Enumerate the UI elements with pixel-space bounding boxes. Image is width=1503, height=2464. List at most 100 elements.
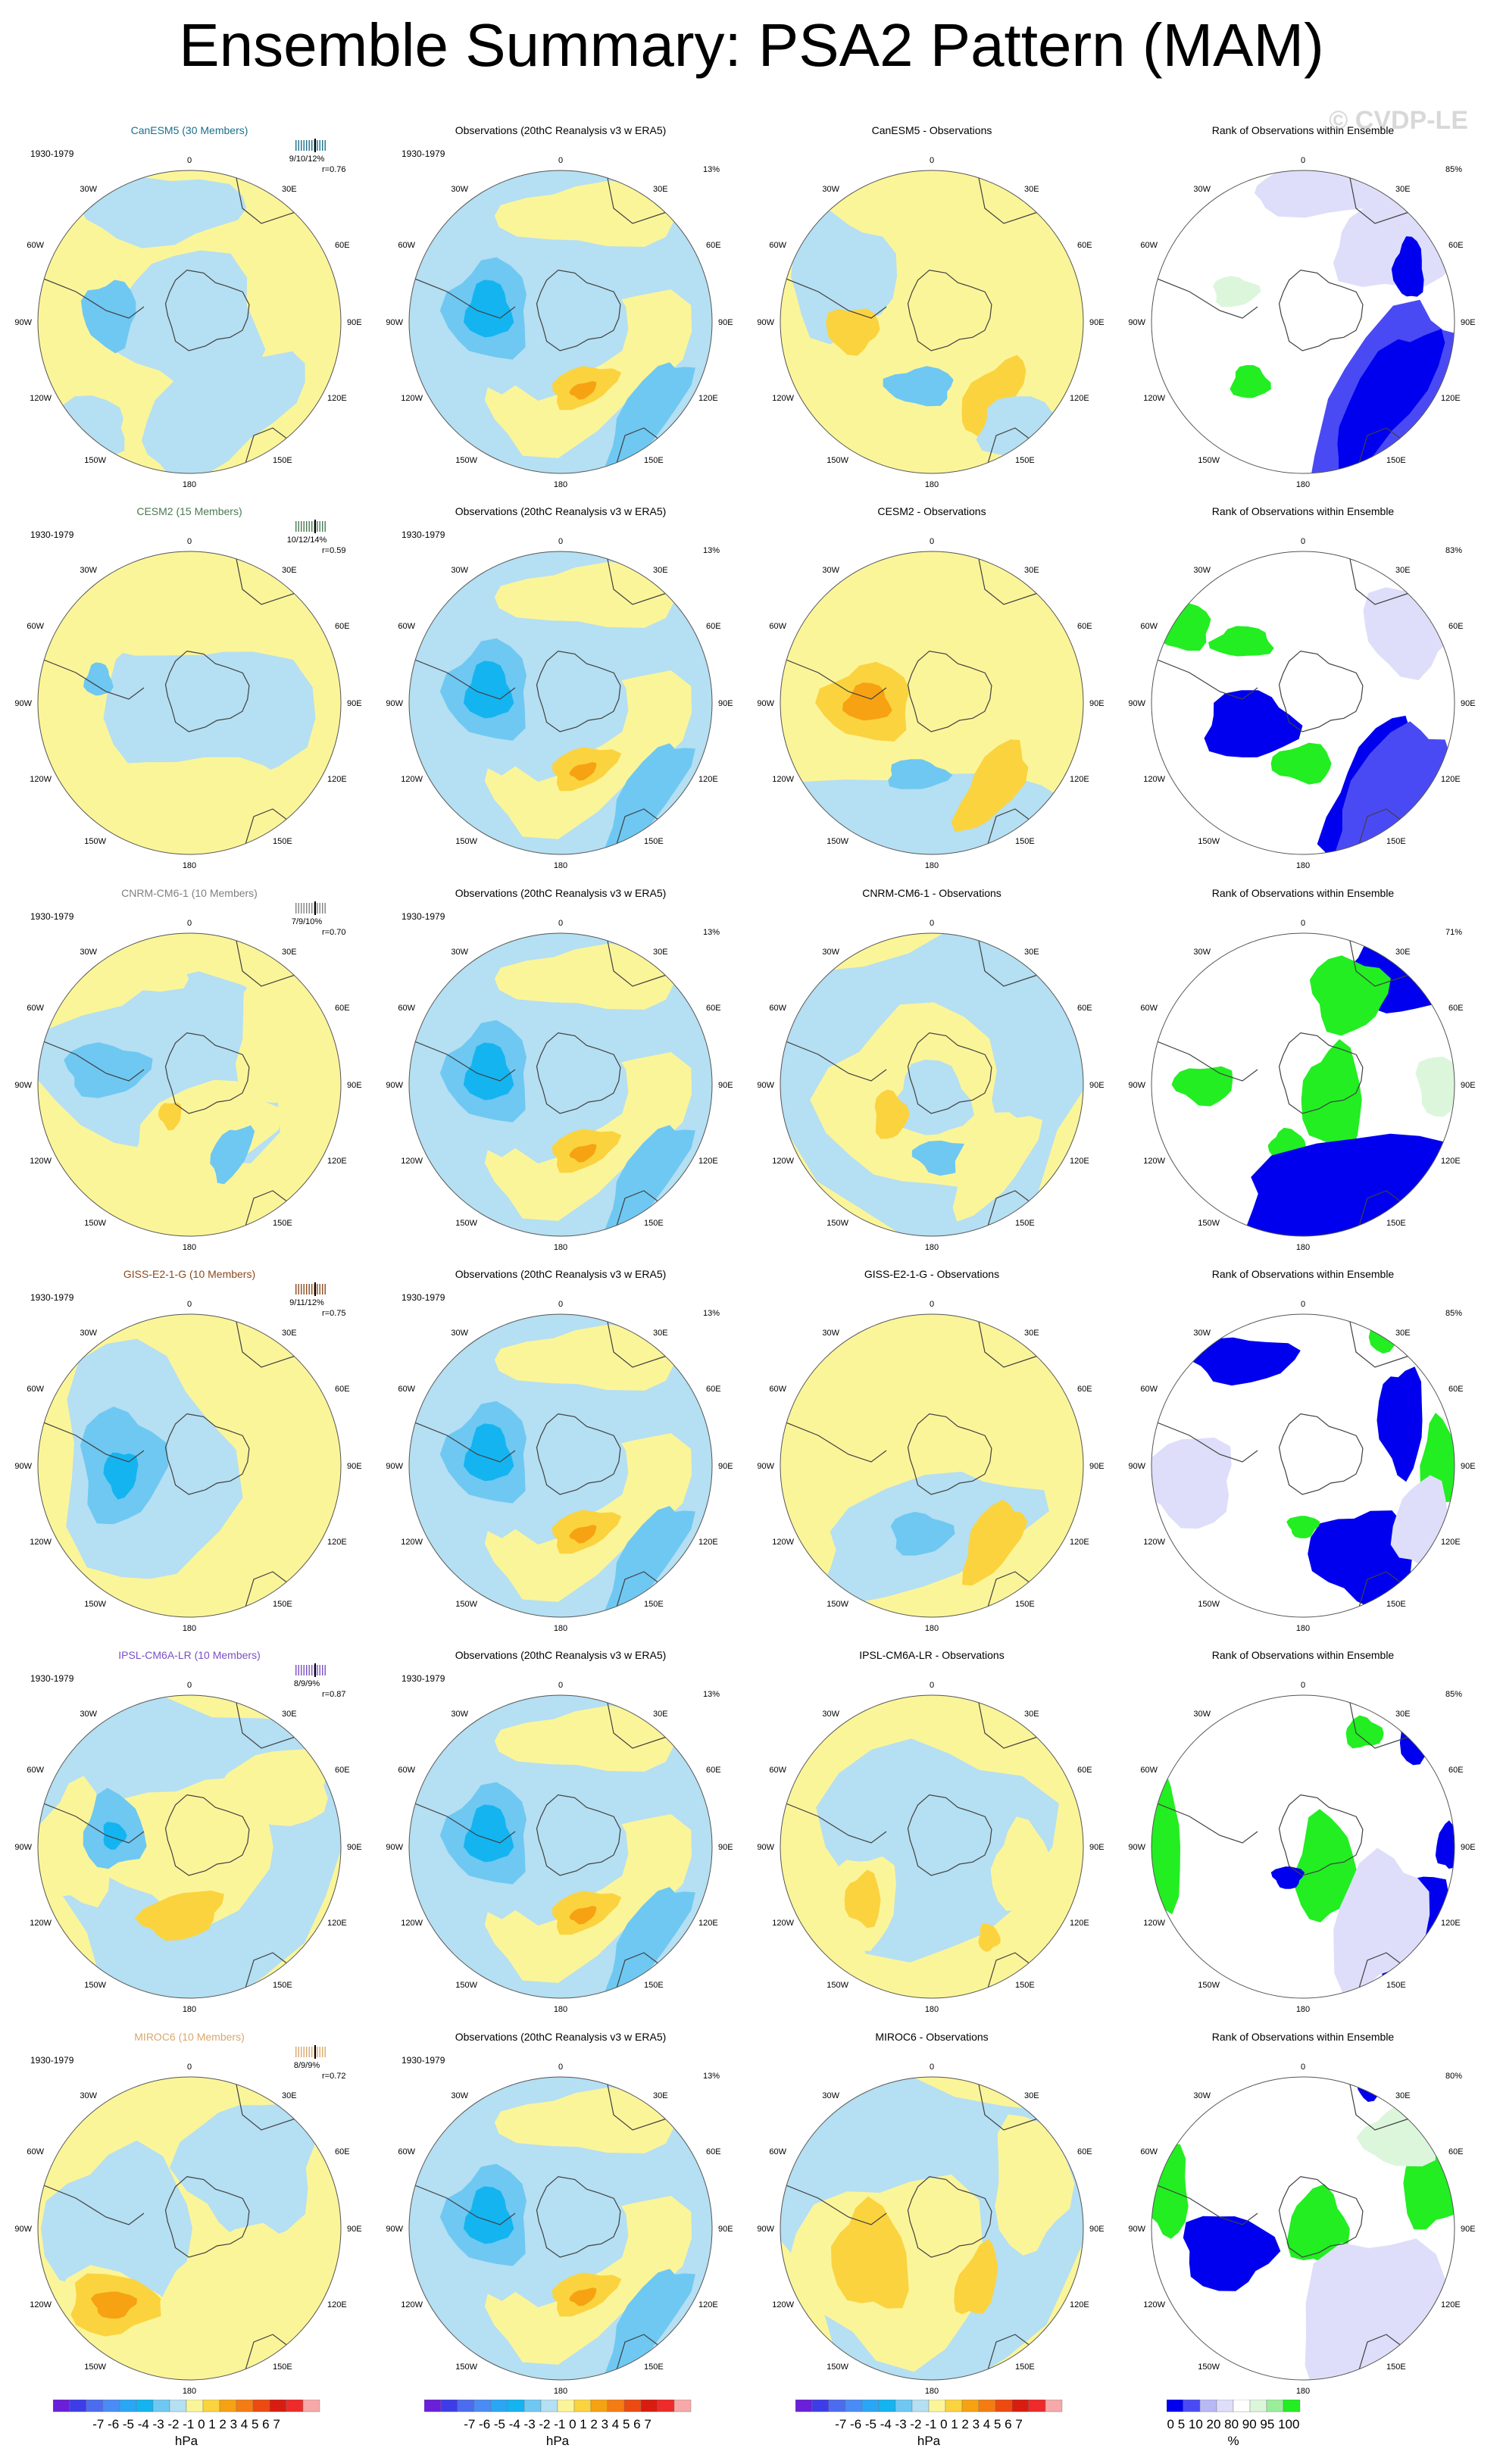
lon-label-w: 90W — [757, 318, 774, 327]
lon-label-n: 0 — [930, 156, 934, 165]
contour-region-neg2 — [890, 1511, 955, 1556]
watermark: © CVDP-LE — [1329, 106, 1468, 135]
model-pattern-panel: CanESM5 (30 Members) 1930-1979 9/10/12% r=0… — [14, 117, 364, 500]
lon-label-e: 90E — [1089, 2225, 1105, 2234]
lon-label-wsw: 120W — [1143, 2300, 1165, 2309]
lon-label-sse: 150E — [273, 456, 292, 465]
colorbar-swatch — [507, 2399, 525, 2412]
africa-coastline — [234, 170, 296, 224]
colorbar-swatch — [473, 2399, 492, 2412]
contour-region-pos1 — [160, 2222, 311, 2319]
south-america-coastline — [1151, 2182, 1258, 2225]
contour-region-rank_lightblue — [1333, 194, 1455, 287]
lon-label-nne: 30E — [1024, 1329, 1039, 1338]
contour-region-neg3 — [463, 2186, 514, 2244]
map-border — [37, 2076, 342, 2381]
lon-label-wsw: 120W — [772, 1919, 794, 1928]
lon-label-ene: 60E — [1448, 2147, 1464, 2156]
contour-region-neg2 — [883, 366, 954, 407]
pc-variance-stats: 10/12/14% — [287, 536, 327, 545]
lon-label-nne: 30E — [653, 1329, 668, 1338]
period-label: 1930-1979 — [30, 911, 74, 922]
lon-label-wnw: 60W — [398, 1004, 415, 1013]
south-america-coastline — [409, 276, 516, 319]
lon-label-s: 180 — [554, 861, 567, 870]
lon-label-ese: 120E — [698, 2300, 718, 2309]
lon-label-ssw: 150W — [84, 837, 106, 846]
rank-panel: Rank of Observations within Ensemble 80% 0… — [1128, 2024, 1477, 2406]
contour-region-pos2 — [134, 1890, 224, 1941]
colorbar-swatch — [1011, 2399, 1030, 2412]
rank-pct: 85% — [1445, 1690, 1462, 1699]
member-tick — [301, 2047, 302, 2057]
lon-label-e: 90E — [347, 1462, 362, 1471]
lon-label-sse: 150E — [273, 1219, 292, 1228]
panel-title: Observations (20thC Reanalysis v3 w ERA5… — [455, 505, 667, 517]
contour-region-rank_blue — [1188, 1337, 1301, 1386]
contour-region-rank_lightgreen — [1212, 276, 1261, 308]
lon-label-wnw: 60W — [1140, 1766, 1158, 1775]
lon-label-nne: 30E — [1024, 1710, 1039, 1719]
africa-coastline — [234, 551, 296, 605]
lon-label-ese: 120E — [1070, 1157, 1089, 1166]
model-pattern-panel: IPSL-CM6A-LR (10 Members) 1930-1979 8/9/9%… — [14, 1642, 364, 2025]
colorbar-swatch — [811, 2399, 830, 2412]
lon-label-n: 0 — [558, 2063, 563, 2072]
contour-region-neg3 — [463, 1423, 514, 1482]
lon-label-nne: 30E — [1024, 566, 1039, 575]
lon-label-e: 90E — [1089, 699, 1105, 708]
lon-label-ese: 120E — [1070, 775, 1089, 784]
lon-label-ese: 120E — [698, 1919, 718, 1928]
colorbar-swatch — [828, 2399, 846, 2412]
lon-label-w: 90W — [757, 1462, 774, 1471]
contour-region-neg2 — [83, 662, 114, 696]
colorbar-swatch — [269, 2399, 287, 2412]
member-tick — [308, 140, 310, 151]
lon-label-ese: 120E — [698, 1157, 718, 1166]
member-tick — [322, 521, 323, 532]
member-tick — [308, 2047, 310, 2057]
lon-label-nnw: 30W — [1193, 2091, 1211, 2100]
lon-label-ssw: 150W — [84, 2363, 106, 2372]
lon-label-e: 90E — [718, 2225, 733, 2234]
contour-region-neg2 — [605, 743, 695, 854]
colorbar-swatch — [152, 2399, 170, 2412]
lon-label-ene: 60E — [1077, 1766, 1092, 1775]
member-tick — [306, 2047, 308, 2057]
difference-panel: CNRM-CM6-1 - Observations 0 30E 60E 90E 120E 1… — [757, 880, 1106, 1263]
panel-title: Rank of Observations within Ensemble — [1212, 887, 1395, 899]
south-america-coastline — [409, 1038, 516, 1082]
colorbar-swatch — [252, 2399, 270, 2412]
lon-label-ese: 120E — [327, 2300, 347, 2309]
model-pattern-panel: GISS-E2-1-G (10 Members) 1930-1979 9/11/12… — [14, 1261, 364, 1644]
colorbar-rank: 0 5 10 20 80 90 95 100% — [1166, 2399, 1455, 2464]
lon-label-s: 180 — [1296, 1624, 1310, 1633]
colorbar-swatch — [623, 2399, 642, 2412]
lon-label-e: 90E — [347, 699, 362, 708]
lon-label-nnw: 30W — [80, 948, 97, 957]
contour-region-rank_lightblue — [1151, 1437, 1232, 1529]
lon-label-w: 90W — [757, 1081, 774, 1090]
lon-label-e: 90E — [718, 1081, 733, 1090]
pattern-correlation: r=0.70 — [322, 928, 346, 937]
lon-label-n: 0 — [187, 2063, 192, 2072]
lon-label-e: 90E — [347, 318, 362, 327]
member-tick — [303, 1665, 305, 1675]
obs-pattern-panel: Observations (20thC Reanalysis v3 w ERA5… — [386, 498, 735, 881]
panel-title: Rank of Observations within Ensemble — [1212, 1268, 1395, 1280]
colorbar-tick-labels: -7 -6 -5 -4 -3 -2 -1 0 1 2 3 4 5 6 7 — [92, 2417, 280, 2431]
lon-label-ssw: 150W — [1198, 1600, 1220, 1609]
south-america-coastline — [780, 1419, 887, 1463]
lon-label-ene: 60E — [1077, 241, 1092, 250]
contour-region-pos1 — [217, 1749, 328, 1826]
africa-coastline — [1348, 1314, 1410, 1368]
colorbar-unit: hPa — [917, 2434, 941, 2448]
lon-label-wnw: 60W — [769, 1385, 786, 1394]
lon-label-wsw: 120W — [30, 775, 52, 784]
panel-title: MIROC6 (10 Members) — [134, 2031, 244, 2043]
model-pattern-panel: CESM2 (15 Members) 1930-1979 10/12/14% r=0.… — [14, 498, 364, 881]
pattern-correlation: r=0.59 — [322, 546, 346, 555]
lon-label-ene: 60E — [335, 622, 350, 631]
map-border — [408, 1694, 713, 1999]
lon-label-e: 90E — [347, 1081, 362, 1090]
